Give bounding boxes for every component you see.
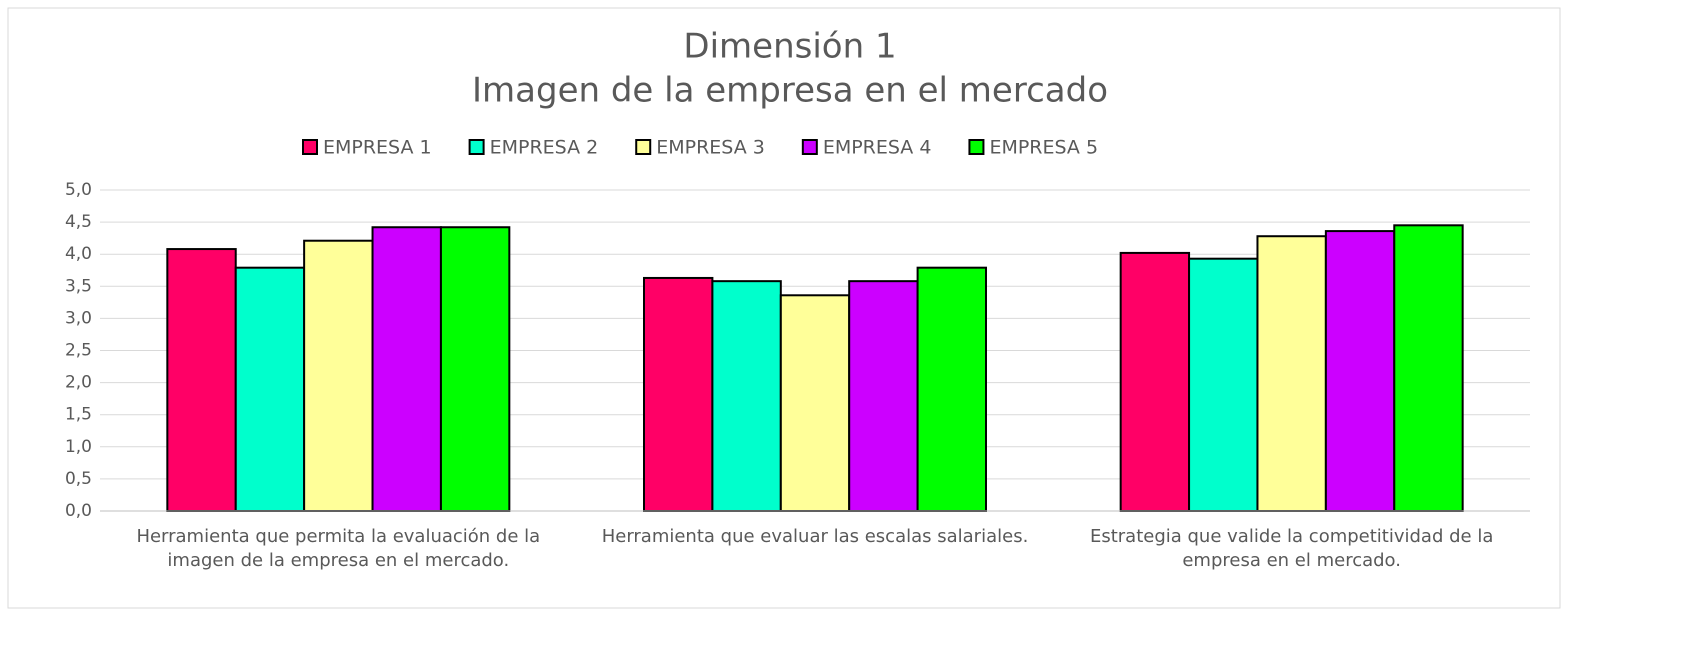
bar xyxy=(916,266,987,512)
legend-swatch xyxy=(968,139,985,155)
x-tick-label: Estrategia que valide la competitividad … xyxy=(1090,526,1493,571)
bar xyxy=(234,266,306,512)
bar xyxy=(711,280,782,512)
legend-label: EMPRESA 2 xyxy=(490,137,599,159)
bar xyxy=(848,280,919,512)
bar xyxy=(303,239,374,513)
y-tick-label: 1,0 xyxy=(65,437,92,457)
y-tick-label: 0,5 xyxy=(65,469,92,489)
bar xyxy=(1188,257,1259,512)
y-tick-label: 1,5 xyxy=(65,405,92,425)
y-tick-label: 3,5 xyxy=(65,276,92,296)
bar xyxy=(166,248,237,512)
bar xyxy=(1324,230,1396,512)
y-tick-label: 2,5 xyxy=(65,341,92,361)
legend-swatch xyxy=(801,139,818,155)
y-tick-label: 4,5 xyxy=(65,212,92,232)
chart-title: Dimensión 1 xyxy=(683,27,896,67)
y-tick-label: 0,0 xyxy=(65,501,92,521)
legend-label: EMPRESA 4 xyxy=(823,137,932,159)
x-tick-label: Herramienta que evaluar las escalas sala… xyxy=(602,526,1029,547)
legend-label: EMPRESA 3 xyxy=(656,137,765,159)
y-tick-label: 3,0 xyxy=(65,308,92,328)
legend-label: EMPRESA 1 xyxy=(323,137,432,159)
y-tick-label: 4,0 xyxy=(65,244,92,264)
bar xyxy=(1393,224,1464,512)
legend-swatch xyxy=(302,139,318,155)
bar xyxy=(1119,251,1191,513)
legend-label: EMPRESA 5 xyxy=(989,137,1098,159)
bar xyxy=(439,226,511,512)
legend-swatch xyxy=(635,139,652,155)
x-tick-label: Herramienta que permita la evaluación de… xyxy=(136,526,540,571)
bar xyxy=(643,276,714,513)
bar xyxy=(779,294,851,512)
bar xyxy=(371,226,442,512)
legend-swatch xyxy=(468,139,485,155)
y-tick-label: 5,0 xyxy=(65,180,92,200)
bar xyxy=(1256,235,1327,512)
chart-title: Imagen de la empresa en el mercado xyxy=(472,71,1108,111)
y-tick-label: 2,0 xyxy=(65,373,92,393)
